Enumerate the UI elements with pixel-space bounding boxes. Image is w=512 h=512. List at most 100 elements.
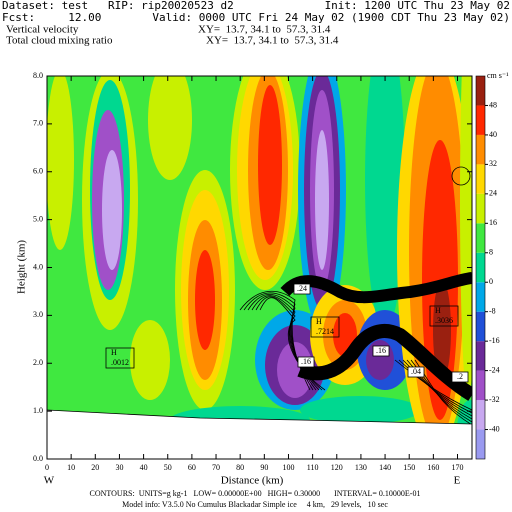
annotation-value: .7214 [316, 327, 334, 336]
colorbar-tick-label: -8 [489, 307, 496, 316]
annotation-text: .24 [297, 284, 307, 293]
colorbar-tick-label: 40 [489, 130, 497, 139]
x-end-label: W [44, 475, 55, 487]
y-tick-label: 1.0 [33, 406, 43, 415]
y-tick-label: 4.0 [33, 262, 43, 271]
colorbar-tick-label: 32 [489, 159, 497, 168]
cloud-contours [239, 166, 472, 426]
field-contour [130, 320, 170, 400]
terrain [47, 410, 472, 459]
field-contour [148, 76, 192, 180]
y-tick-label: 7.0 [33, 119, 43, 128]
field-contour [277, 342, 313, 398]
colorbar-tick-label: -16 [489, 336, 500, 345]
annotation-box [429, 305, 459, 327]
colorbar-tick-label: 24 [489, 189, 497, 198]
x-tick-label: 90 [260, 463, 268, 472]
colorbar-band [476, 400, 485, 430]
field-contour [365, 76, 405, 330]
y-tick-label: 5.0 [33, 214, 43, 223]
field-contour [315, 130, 329, 270]
colorbar-label: cm s⁻¹ [487, 71, 509, 80]
field-contour [258, 85, 282, 245]
annotation-text: .2 [457, 372, 463, 381]
annotation-text: .16 [301, 357, 311, 366]
x-tick-label: 140 [379, 463, 391, 472]
x-tick-label: 160 [427, 463, 439, 472]
colorbar-band [476, 282, 485, 312]
colorbar-band [476, 252, 485, 283]
x-tick-label: 80 [236, 463, 244, 472]
annotation-box [407, 366, 425, 378]
annotation-text: .16 [376, 346, 386, 355]
colorbar-tick-label: -40 [489, 424, 500, 433]
cloud-band [280, 272, 472, 304]
x-tick-label: 20 [91, 463, 99, 472]
y-tick-label: 8.0 [33, 71, 43, 80]
x-tick-label: 100 [282, 463, 294, 472]
x-tick-label: 130 [355, 463, 367, 472]
field-contour [433, 280, 451, 380]
annotation-value: .0012 [111, 358, 129, 367]
annotation-box [310, 316, 340, 338]
colorbar-tick-label: -24 [489, 365, 500, 374]
colorbar-band [476, 105, 485, 135]
dataset: Dataset: test RIP: rip20020523 d2 [2, 0, 234, 12]
x-tick-label: 170 [452, 463, 464, 472]
field-contour [460, 76, 472, 400]
colorbar-band [476, 223, 485, 253]
field-contour [47, 76, 74, 250]
fcst: Fcst: 12.00 [2, 11, 101, 24]
valid: Valid: 0000 UTC Fri 24 May 02 (1900 CDT … [152, 11, 510, 24]
colorbar-band [476, 370, 485, 401]
field-name: Vertical velocity [6, 24, 79, 36]
y-tick-label: 3.0 [33, 310, 43, 319]
colorbar-tick-label: 16 [489, 218, 497, 227]
footer: Model info: V3.5.0 No Cumulus Blackadar … [122, 500, 388, 509]
annotation-text: H [435, 306, 441, 315]
colorbar-band [476, 193, 485, 224]
x-tick-label: 40 [140, 463, 148, 472]
x-tick-label: 150 [403, 463, 415, 472]
colorbar-band [476, 134, 485, 165]
y-tick-label: 2.0 [33, 358, 43, 367]
colorbar-tick-label: 0 [489, 277, 493, 286]
x-end-label: E [454, 475, 461, 487]
annotation-text: H [316, 317, 322, 326]
annotation-box [451, 371, 469, 383]
field-contour [300, 396, 420, 424]
annotation-text: .04 [411, 367, 421, 376]
x-tick-label: 60 [188, 463, 196, 472]
colorbar-band [476, 311, 485, 342]
colorbar-band [476, 76, 485, 106]
x-tick-label: 10 [67, 463, 75, 472]
colorbar-band [476, 429, 485, 459]
annotation-text: H [111, 348, 117, 357]
field-name: Total cloud mixing ratio [6, 35, 113, 47]
colorbar-band [476, 164, 485, 194]
colorbar-tick-label: 8 [489, 248, 493, 257]
field-contour [102, 150, 122, 270]
annotation-box [105, 347, 135, 369]
y-tick-label: 0.0 [33, 454, 43, 463]
footer: CONTOURS: UNITS=g kg-1 LOW= 0.00000E+00 … [90, 489, 421, 498]
x-axis-label: Distance (km) [221, 475, 284, 487]
field-contour [195, 250, 215, 350]
y-tick-label: 6.0 [33, 167, 43, 176]
cloud-band [297, 324, 472, 401]
colorbar-frame [475, 75, 486, 460]
x-tick-label: 120 [331, 463, 343, 472]
x-tick-label: 30 [115, 463, 123, 472]
x-tick-label: 70 [212, 463, 220, 472]
y-axis-label: Height (km) [16, 240, 28, 294]
annotation-box [297, 356, 315, 368]
annotation-box [372, 345, 390, 357]
field-xy: XY= 13.7, 34.1 to 57.3, 31.4 [206, 35, 339, 47]
field [47, 76, 472, 459]
x-tick-label: 110 [307, 463, 319, 472]
colorbar-tick-label: 48 [489, 100, 497, 109]
annotation-box [293, 283, 311, 295]
x-tick-label: 0 [45, 463, 49, 472]
x-tick-label: 50 [164, 463, 172, 472]
